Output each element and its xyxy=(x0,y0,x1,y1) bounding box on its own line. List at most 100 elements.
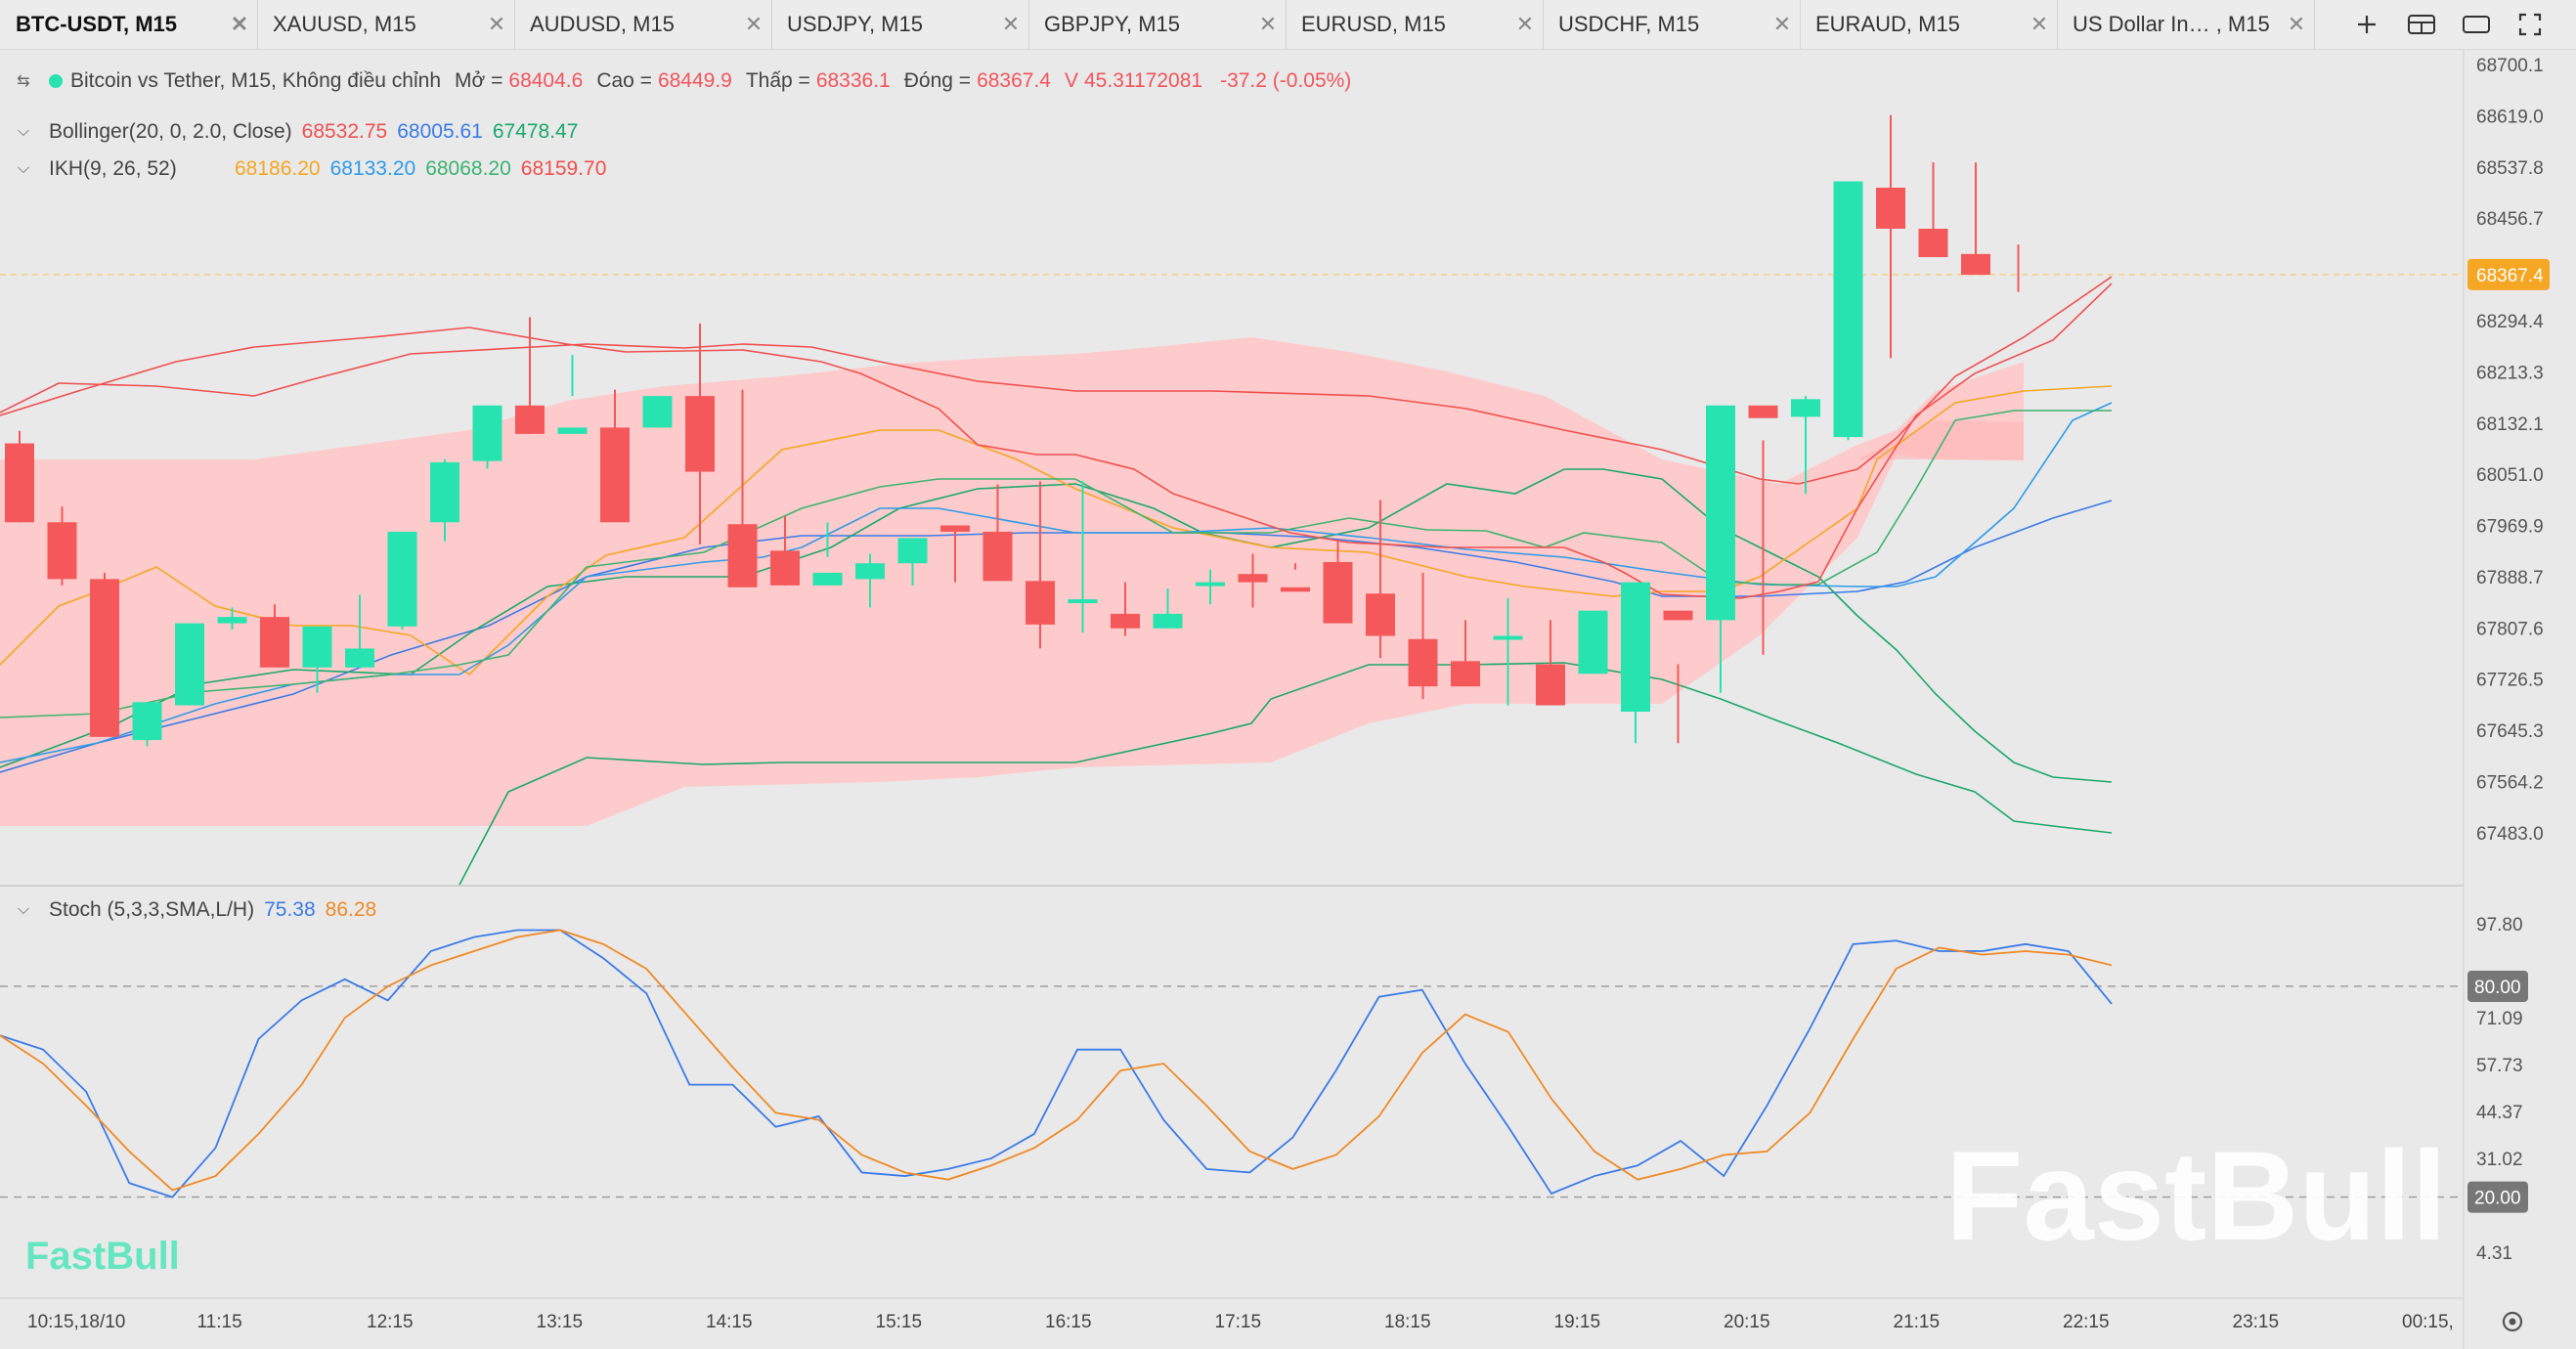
candle-body xyxy=(175,623,204,706)
fullscreen-icon[interactable] xyxy=(2512,8,2548,41)
candle[interactable] xyxy=(1876,114,1905,359)
window-icon[interactable] xyxy=(2459,8,2494,41)
candle[interactable] xyxy=(1748,405,1778,655)
candle[interactable] xyxy=(982,484,1013,582)
stoch-level-label: 20.00 xyxy=(2474,1189,2521,1209)
tab-usdjpy[interactable]: USDJPY, M15 ✕ xyxy=(773,0,1029,49)
candle-body xyxy=(5,443,34,523)
candle-body xyxy=(302,626,332,668)
close-icon[interactable]: ✕ xyxy=(1001,12,1021,36)
candle[interactable] xyxy=(132,702,162,747)
candle[interactable] xyxy=(1153,588,1183,629)
close-icon[interactable]: ✕ xyxy=(744,12,764,36)
tab-xauusd[interactable]: XAUUSD, M15 ✕ xyxy=(259,0,515,49)
time-tick-label: 20:15 xyxy=(1724,1312,1770,1332)
candle[interactable] xyxy=(1961,162,1990,276)
candle[interactable] xyxy=(770,515,800,586)
candle[interactable] xyxy=(1663,610,1693,744)
tab-euraud[interactable]: EURAUD, M15 ✕ xyxy=(1802,0,2058,49)
tab-us-dollar-in-[interactable]: US Dollar In… , M15 ✕ xyxy=(2059,0,2315,49)
candle[interactable] xyxy=(685,323,715,544)
close-icon[interactable]: ✕ xyxy=(1258,12,1278,36)
stoch-tick-label: 31.02 xyxy=(2476,1150,2523,1170)
ikh-senkou-value: 68159.70 xyxy=(520,157,607,180)
collapse-icon[interactable]: ⇆ xyxy=(17,73,30,90)
candle[interactable] xyxy=(345,594,374,668)
candle[interactable] xyxy=(1621,582,1650,744)
candle[interactable] xyxy=(90,572,119,737)
candle[interactable] xyxy=(1111,582,1140,636)
close-icon[interactable]: ✕ xyxy=(230,12,249,36)
candle-body xyxy=(1153,613,1183,629)
candle-body xyxy=(260,617,289,668)
candle[interactable] xyxy=(175,623,204,706)
tab-usdchf[interactable]: USDCHF, M15 ✕ xyxy=(1545,0,1801,49)
plus-icon[interactable] xyxy=(2349,8,2384,41)
candle[interactable] xyxy=(1408,572,1438,700)
stoch-d-value: 86.28 xyxy=(325,898,377,921)
candle[interactable] xyxy=(5,430,34,523)
candle[interactable] xyxy=(260,604,289,668)
tab-audusd[interactable]: AUDUSD, M15 ✕ xyxy=(516,0,772,49)
candle[interactable] xyxy=(1323,541,1353,624)
candle[interactable] xyxy=(1536,620,1565,706)
tab-eurusd[interactable]: EURUSD, M15 ✕ xyxy=(1288,0,1544,49)
candle[interactable] xyxy=(1068,481,1098,633)
chevron-down-icon[interactable]: ⌵ xyxy=(17,160,30,177)
candle-body xyxy=(1281,587,1310,592)
candle[interactable] xyxy=(217,607,247,631)
candle[interactable] xyxy=(727,389,758,587)
tab-btc-usdt[interactable]: BTC-USDT, M15 ✕ xyxy=(2,0,258,49)
stoch-label: Stoch (5,3,3,SMA,L/H) xyxy=(49,898,255,921)
price-chart[interactable]: 80.00 20.00 68700.1 68619.0 68537.8 68456.7 6… xyxy=(0,50,2576,1349)
candle[interactable] xyxy=(1026,481,1055,649)
close-icon[interactable]: ✕ xyxy=(2287,12,2306,36)
candle-body xyxy=(430,461,459,523)
candle-body xyxy=(1451,661,1480,687)
candle-body xyxy=(600,427,630,523)
tab-gbpjpy[interactable]: GBPJPY, M15 ✕ xyxy=(1030,0,1287,49)
candle[interactable] xyxy=(855,553,885,608)
price-tick-label: 67645.3 xyxy=(2476,721,2544,742)
stoch-pane[interactable] xyxy=(0,886,2464,1298)
candle[interactable] xyxy=(1451,620,1480,687)
candle[interactable] xyxy=(1918,162,1948,258)
bollinger-upper-band xyxy=(0,276,2113,485)
chevron-down-icon[interactable]: ⌵ xyxy=(17,123,30,140)
candle[interactable] xyxy=(1578,610,1608,674)
close-icon[interactable]: ✕ xyxy=(1515,12,1535,36)
price-tick-label: 68132.1 xyxy=(2476,414,2544,435)
candle[interactable] xyxy=(1238,553,1268,608)
candle[interactable] xyxy=(1366,500,1395,659)
candle[interactable] xyxy=(1706,405,1735,693)
candle[interactable] xyxy=(302,626,332,693)
candle-body xyxy=(515,405,545,434)
candle[interactable] xyxy=(1791,396,1820,495)
candle[interactable] xyxy=(1493,597,1523,706)
candle-body xyxy=(1323,561,1353,624)
candle[interactable] xyxy=(1281,563,1310,592)
candle[interactable] xyxy=(387,531,417,631)
candle[interactable] xyxy=(1833,181,1863,441)
candle[interactable] xyxy=(642,396,673,428)
price-tick-label: 68051.0 xyxy=(2476,465,2544,486)
close-icon[interactable]: ✕ xyxy=(487,12,506,36)
layout-icon[interactable] xyxy=(2404,8,2439,41)
candle[interactable] xyxy=(430,458,459,542)
candle[interactable] xyxy=(1196,569,1225,605)
chevron-down-icon[interactable]: ⌵ xyxy=(17,901,30,918)
candle-body xyxy=(1493,635,1523,640)
candle[interactable] xyxy=(47,506,77,586)
close-icon[interactable]: ✕ xyxy=(2030,12,2049,36)
candle[interactable] xyxy=(940,525,970,583)
candle-body xyxy=(982,531,1013,582)
close-icon[interactable]: ✕ xyxy=(1772,12,1792,36)
gear-icon[interactable] xyxy=(2502,1311,2523,1332)
candle[interactable] xyxy=(515,317,545,434)
candle[interactable] xyxy=(557,355,588,434)
candle[interactable] xyxy=(897,538,928,586)
candle[interactable] xyxy=(600,389,630,523)
candle[interactable] xyxy=(812,522,843,586)
ikh-kijun-value: 68133.20 xyxy=(329,157,416,180)
candle[interactable] xyxy=(472,405,502,469)
